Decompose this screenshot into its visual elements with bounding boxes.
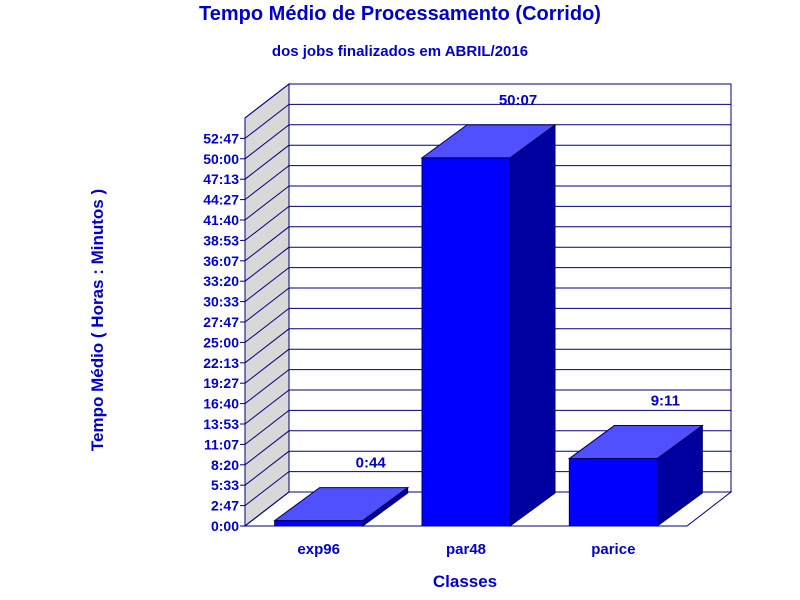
bar-parice (567, 424, 704, 527)
y-tick-label: 36:07 (203, 253, 239, 269)
chart-title: Tempo Médio de Processamento (Corrido) (199, 3, 601, 25)
y-axis-label: Tempo Médio ( Horas : Minutos ) (88, 189, 107, 451)
y-tick-label: 8:20 (211, 457, 239, 473)
y-tick-label: 25:00 (203, 334, 239, 350)
x-tick-label: exp96 (297, 541, 340, 558)
x-axis-label: Classes (433, 572, 497, 591)
grid-line-side (244, 450, 290, 486)
grid-line-side (244, 410, 290, 445)
y-tick-label: 27:47 (203, 314, 239, 330)
grid-line-side (244, 328, 290, 364)
y-tick-label: 5:33 (211, 477, 239, 493)
y-tick-label: 13:53 (203, 416, 239, 432)
grid-line-side (244, 165, 290, 200)
x-tick-label: par48 (446, 541, 486, 558)
grid-line-side (244, 144, 290, 180)
bar-front (421, 157, 511, 527)
grid-line-side (244, 83, 290, 119)
grid-line-side (244, 124, 290, 160)
y-tick-label: 0:00 (211, 518, 239, 534)
data-label: 0:44 (356, 455, 387, 472)
bar-front (568, 458, 658, 527)
bar-side (509, 123, 556, 527)
y-tick-label: 50:00 (203, 151, 239, 167)
bar-front (274, 520, 364, 527)
grid-line-side (244, 430, 290, 466)
x-tick-label: parice (591, 541, 635, 558)
grid-line-side (244, 471, 290, 506)
grid-line-side (244, 267, 290, 302)
grid-line-side (244, 185, 290, 221)
grid-line-side (244, 491, 290, 527)
y-tick-label: 11:07 (204, 436, 239, 452)
data-label: 9:11 (651, 393, 680, 410)
data-label: 50:07 (499, 92, 537, 109)
y-tick-label: 19:27 (203, 375, 239, 391)
y-tick-label: 41:40 (203, 212, 239, 228)
y-tick-label: 47:13 (203, 171, 239, 187)
y-tick-label: 22:13 (203, 355, 239, 371)
grid-line-side (244, 246, 290, 282)
y-tick-label: 33:20 (203, 273, 239, 289)
grid-line-side (244, 308, 290, 343)
y-tick-label: 16:40 (203, 396, 239, 412)
grid-line-side (244, 226, 290, 262)
grid-line-side (244, 104, 290, 139)
chart-subtitle: dos jobs finalizados em ABRIL/2016 (272, 43, 528, 60)
y-tick-label: 2:47 (211, 498, 239, 514)
bar-par48 (420, 123, 557, 527)
grid-line-side (244, 389, 290, 425)
y-tick-label: 52:47 (203, 130, 239, 146)
grid-line-side (244, 206, 290, 241)
y-tick-label: 30:33 (203, 294, 239, 310)
grid-line-side (244, 287, 290, 323)
bar-exp96 (273, 486, 410, 527)
y-tick-label: 38:53 (203, 232, 239, 248)
grid-line-side (244, 348, 290, 384)
y-tick-label: 44:27 (203, 192, 239, 208)
grid-line-side (244, 369, 290, 404)
